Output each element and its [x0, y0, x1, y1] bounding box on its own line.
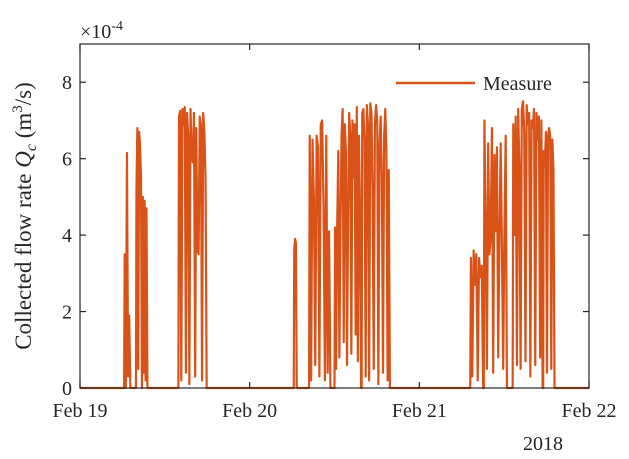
tick-layer	[79, 44, 590, 389]
x-tick-label: Feb 21	[392, 400, 447, 422]
y-axis-label-unit-sup: 3	[10, 105, 26, 113]
y-tick-label: 2	[62, 302, 72, 324]
x-tick-labels: Feb 19 Feb 20 Feb 21 Feb 22	[53, 400, 617, 422]
y-tick-label: 4	[62, 225, 72, 247]
plot-box	[79, 43, 590, 389]
y-tick-label: 8	[62, 72, 72, 94]
x-tick-label: Feb 19	[53, 400, 108, 422]
y-tick-labels: 0 2 4 6 8	[62, 72, 72, 400]
y-axis-label-sub: c	[23, 144, 40, 151]
x-tick-label: Feb 20	[222, 400, 277, 422]
legend: Measure	[396, 73, 552, 95]
series-line-measure	[80, 100, 589, 390]
y-axis-label: Collected flow rate Qc (m3/s)	[10, 82, 40, 350]
legend-label-measure: Measure	[483, 73, 552, 95]
x-year-label: 2018	[523, 433, 563, 455]
y-axis-label-unit-post: /s)	[11, 82, 36, 105]
y-exponent-label: ×10-4	[80, 19, 123, 43]
y-axis-label-text: Collected flow rate	[11, 168, 36, 350]
x-tick-label: Feb 22	[562, 400, 617, 422]
y-tick-label: 0	[62, 378, 72, 400]
series-layer	[80, 100, 589, 390]
y-tick-label: 6	[62, 149, 72, 171]
y-axis-label-var: Q	[11, 151, 36, 168]
y-exponent-power: -4	[111, 19, 123, 34]
y-exponent-base: ×10	[80, 21, 111, 43]
y-axis-label-unit-pre: (m	[11, 113, 36, 144]
